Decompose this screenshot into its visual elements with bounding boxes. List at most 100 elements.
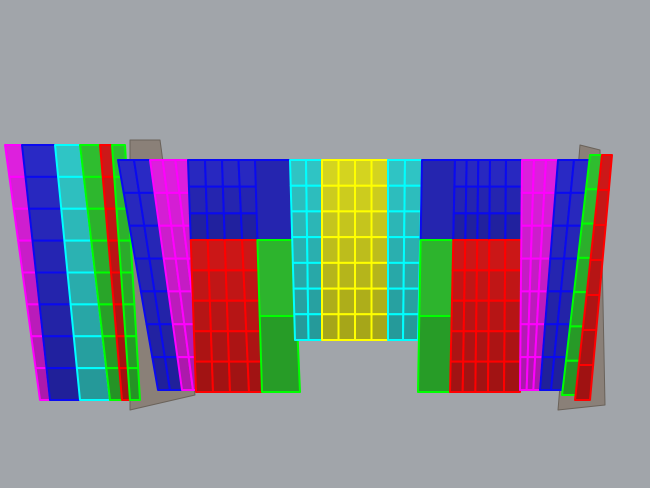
front-strip-cell: [402, 313, 420, 341]
front-strip-cell: [337, 184, 356, 213]
left-side-strip-cell: [24, 175, 63, 210]
front-strip-bottom-cell: [189, 239, 210, 272]
front-strip-cell: [321, 287, 340, 316]
front-strip-bottom-cell: [208, 299, 229, 333]
front-strip-bottom-cell: [226, 330, 249, 363]
front-strip-bottom-cell: [258, 315, 301, 393]
front-strip-cell: [589, 224, 607, 261]
front-strip-bottom-cell: [418, 239, 455, 317]
left-side-strip-cell: [66, 271, 100, 306]
front-strip-cell: [387, 261, 405, 290]
front-strip-bottom-cell: [210, 360, 231, 393]
front-strip-cell: [354, 313, 373, 341]
front-strip-cell: [306, 287, 323, 316]
left-side-strip-cell: [31, 239, 69, 274]
front-strip-cell: [337, 159, 356, 187]
front-strip-bottom-cell: [474, 360, 490, 393]
front-strip-top-cell: [204, 185, 225, 215]
left-side-strip-cell: [45, 367, 81, 401]
front-strip-cell: [290, 210, 309, 239]
front-strip-cell: [387, 184, 406, 213]
front-strip-cell: [402, 236, 422, 264]
front-strip-top-cell: [476, 159, 491, 188]
front-strip-cell: [585, 259, 604, 296]
front-strip-bottom-cell: [224, 269, 246, 302]
front-strip-bottom-cell: [503, 360, 522, 393]
front-strip-top-cell: [237, 159, 258, 188]
left-side-strip-cell: [38, 303, 75, 338]
left-side-strip-cell: [54, 144, 85, 178]
front-strip-bottom-cell: [474, 330, 490, 363]
left-side-strip-cell: [63, 239, 96, 274]
left-side-strip-cell: [60, 207, 93, 242]
front-strip-top-cell: [452, 212, 467, 241]
front-strip-cell: [337, 261, 356, 290]
left-side-strip-cell: [126, 367, 141, 401]
front-strip-cell: [354, 159, 373, 187]
front-strip-cell: [321, 236, 340, 264]
front-strip-bottom-cell: [504, 239, 523, 272]
front-strip-cell: [305, 184, 323, 213]
front-strip-cell: [354, 236, 373, 264]
front-strip-cell: [370, 313, 389, 341]
front-strip-cell: [292, 287, 310, 316]
front-strip-bottom-cell: [191, 299, 212, 333]
left-side-strip-cell: [35, 271, 72, 306]
front-strip-top-cell: [504, 159, 523, 188]
front-strip-bottom-cell: [475, 269, 491, 302]
front-strip-bottom-cell: [461, 360, 477, 393]
front-strip-cell: [387, 236, 406, 264]
front-strip-bottom-cell: [227, 360, 250, 393]
left-side-strip-cell: [21, 144, 60, 178]
left-side-strip-cell: [124, 335, 140, 370]
front-strip-bottom-cell: [417, 315, 453, 393]
left-side-strip-cell: [122, 303, 138, 338]
front-strip-top-cell: [188, 212, 209, 241]
front-strip-bottom-cell: [475, 239, 491, 272]
front-strip-cell: [370, 210, 389, 239]
front-strip-top-cell: [476, 185, 491, 215]
front-strip-bottom-cell: [463, 239, 479, 272]
front-strip-bottom-cell: [207, 269, 228, 302]
front-strip-bottom-cell: [475, 299, 490, 333]
panel-model: [4, 139, 613, 411]
front-strip-cell: [305, 210, 323, 239]
front-strip-bottom-cell: [503, 299, 522, 333]
front-strip-cell: [354, 210, 373, 239]
front-strip-cell: [387, 287, 405, 316]
front-strip-bottom-cell: [450, 299, 466, 333]
front-strip-cell: [354, 184, 373, 213]
front-strip-cell: [370, 261, 389, 290]
front-strip-cell: [370, 287, 389, 316]
left-side-strip-cell: [72, 335, 108, 370]
front-strip-cell: [337, 287, 356, 316]
front-strip-cell: [289, 184, 308, 213]
front-strip-cell: [370, 159, 389, 187]
front-strip-cell: [354, 261, 373, 290]
front-strip-bottom-cell: [451, 239, 467, 272]
front-strip-top-cell: [221, 159, 241, 188]
front-strip-cell: [387, 313, 405, 341]
front-strip-top-cell: [204, 159, 224, 188]
front-strip-top-cell: [419, 159, 456, 241]
front-strip-bottom-cell: [223, 239, 245, 272]
front-strip-bottom-cell: [225, 299, 248, 333]
front-strip-cell: [289, 159, 308, 187]
front-strip-cell: [337, 313, 356, 341]
front-strip-top-cell: [187, 185, 208, 215]
front-strip-cell: [293, 313, 310, 341]
front-strip-top-cell: [504, 185, 523, 215]
front-strip-cell: [403, 159, 423, 187]
left-side-strip-cell: [42, 335, 78, 370]
front-strip-bottom-cell: [487, 299, 506, 333]
front-strip-cell: [581, 294, 601, 331]
front-strip-bottom-cell: [209, 330, 230, 363]
left-side-strip-cell: [117, 239, 134, 274]
front-strip-cell: [305, 159, 323, 187]
left-side-strip-cell: [69, 303, 104, 338]
front-strip-cell: [306, 261, 323, 290]
front-strip-cell: [403, 184, 423, 213]
front-strip-top-cell: [453, 159, 468, 188]
front-strip-bottom-cell: [463, 269, 478, 302]
